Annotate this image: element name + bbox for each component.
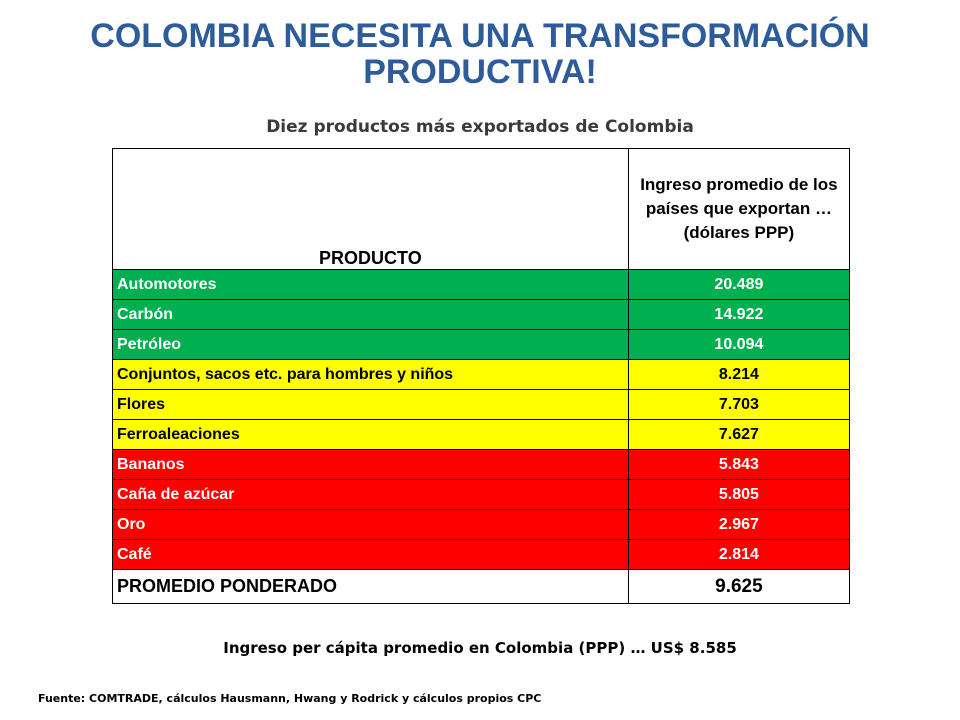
per-capita-note: Ingreso per cápita promedio en Colombia … — [223, 639, 737, 657]
weighted-average-value: 9.625 — [627, 569, 851, 604]
income-value: 10.094 — [627, 329, 851, 360]
income-value: 7.703 — [627, 389, 851, 420]
income-value: 5.805 — [627, 479, 851, 510]
income-value: 8.214 — [627, 359, 851, 390]
table-header-row: PRODUCTO Ingreso promedio de los países … — [112, 148, 851, 270]
table-row: Ferroaleaciones 7.627 — [112, 419, 851, 450]
table-row: Conjuntos, sacos etc. para hombres y niñ… — [112, 359, 851, 390]
exports-table: PRODUCTO Ingreso promedio de los países … — [112, 148, 851, 604]
income-value: 14.922 — [627, 299, 851, 330]
product-name: Oro — [112, 509, 629, 540]
product-name: Ferroaleaciones — [112, 419, 629, 450]
weighted-average-label: PROMEDIO PONDERADO — [112, 569, 629, 604]
table-row: Oro 2.967 — [112, 509, 851, 540]
table-subtitle: Diez productos más exportados de Colombi… — [266, 117, 694, 137]
table-row: Carbón 14.922 — [112, 299, 851, 330]
income-value: 5.843 — [627, 449, 851, 480]
header-income: Ingreso promedio de los países que expor… — [627, 148, 851, 270]
product-name: Café — [112, 539, 629, 570]
income-value: 20.489 — [627, 269, 851, 300]
source-note: Fuente: COMTRADE, cálculos Hausmann, Hwa… — [38, 692, 542, 705]
weighted-average-row: PROMEDIO PONDERADO 9.625 — [112, 569, 851, 604]
income-value: 7.627 — [627, 419, 851, 450]
product-name: Conjuntos, sacos etc. para hombres y niñ… — [112, 359, 629, 390]
income-value: 2.814 — [627, 539, 851, 570]
product-name: Petróleo — [112, 329, 629, 360]
product-name: Automotores — [112, 269, 629, 300]
table-row: Caña de azúcar 5.805 — [112, 479, 851, 510]
table-row: Automotores 20.489 — [112, 269, 851, 300]
header-product: PRODUCTO — [112, 148, 629, 270]
table-row: Flores 7.703 — [112, 389, 851, 420]
table-row: Petróleo 10.094 — [112, 329, 851, 360]
income-value: 2.967 — [627, 509, 851, 540]
product-name: Flores — [112, 389, 629, 420]
product-name: Carbón — [112, 299, 629, 330]
page-title: COLOMBIA NECESITA UNA TRANSFORMACIÓN PRO… — [90, 17, 870, 91]
table-row: Bananos 5.843 — [112, 449, 851, 480]
product-name: Bananos — [112, 449, 629, 480]
table-row: Café 2.814 — [112, 539, 851, 570]
product-name: Caña de azúcar — [112, 479, 629, 510]
